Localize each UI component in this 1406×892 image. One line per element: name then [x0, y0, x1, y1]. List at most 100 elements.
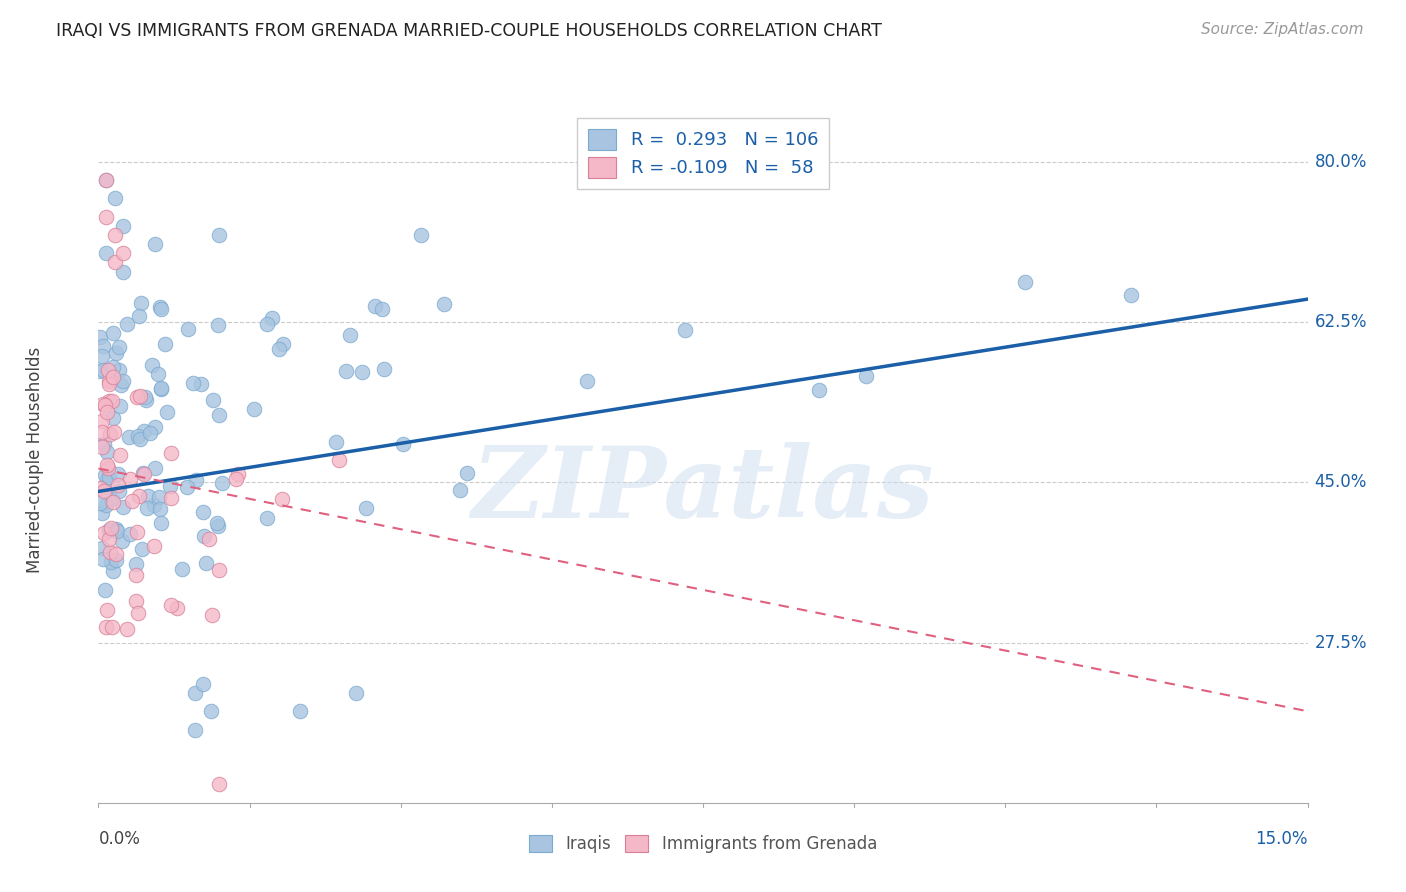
Point	[166, 600, 188, 615]
Point	[193, 529, 215, 543]
Point	[96, 405, 118, 419]
Point	[94, 583, 117, 598]
Point	[149, 501, 172, 516]
Point	[93, 525, 115, 540]
Point	[208, 227, 231, 242]
Point	[129, 296, 152, 310]
Text: 15.0%: 15.0%	[1256, 830, 1308, 847]
Point	[101, 620, 124, 634]
Text: 62.5%: 62.5%	[1315, 313, 1367, 331]
Point	[91, 541, 114, 555]
Point	[808, 383, 831, 397]
Point	[356, 500, 378, 515]
Point	[273, 337, 295, 351]
Point	[117, 622, 139, 636]
Point	[127, 525, 149, 540]
Point	[208, 409, 231, 423]
Point	[673, 323, 696, 337]
Point	[125, 557, 148, 571]
Text: IRAQI VS IMMIGRANTS FROM GRENADA MARRIED-COUPLE HOUSEHOLDS CORRELATION CHART: IRAQI VS IMMIGRANTS FROM GRENADA MARRIED…	[56, 22, 882, 40]
Point	[262, 310, 284, 325]
Point	[110, 377, 132, 392]
Point	[94, 467, 117, 482]
Point	[93, 483, 115, 498]
Point	[105, 552, 128, 566]
Point	[149, 300, 172, 314]
Point	[127, 606, 149, 620]
Point	[91, 441, 114, 455]
Point	[142, 498, 165, 512]
Point	[433, 297, 456, 311]
Point	[104, 547, 127, 561]
Point	[110, 449, 132, 463]
Point	[105, 522, 128, 536]
Point	[111, 246, 134, 260]
Point	[143, 460, 166, 475]
Point	[228, 467, 250, 481]
Point	[256, 317, 278, 331]
Point	[103, 191, 125, 205]
Point	[96, 210, 118, 224]
Point	[125, 593, 148, 607]
Point	[855, 368, 877, 383]
Point	[108, 484, 131, 499]
Point	[112, 500, 135, 515]
Point	[134, 467, 156, 481]
Point	[148, 491, 170, 505]
Point	[363, 299, 385, 313]
Point	[107, 478, 129, 492]
Point	[176, 479, 198, 493]
Text: Married-couple Households: Married-couple Households	[27, 346, 44, 573]
Point	[125, 390, 148, 404]
Point	[208, 563, 231, 577]
Point	[211, 475, 233, 490]
Point	[101, 393, 124, 408]
Point	[125, 567, 148, 582]
Point	[172, 562, 194, 576]
Point	[150, 382, 173, 396]
Point	[100, 521, 122, 535]
Point	[373, 362, 395, 376]
Point	[87, 364, 110, 378]
Point	[391, 437, 413, 451]
Point	[288, 704, 311, 718]
Point	[271, 492, 294, 507]
Point	[456, 466, 478, 480]
Point	[96, 620, 118, 634]
Point	[159, 491, 181, 505]
Point	[96, 458, 118, 472]
Point	[1121, 287, 1143, 301]
Point	[91, 339, 114, 353]
Point	[193, 505, 215, 519]
Point	[344, 686, 367, 700]
Point	[97, 461, 120, 475]
Point	[449, 483, 471, 498]
Point	[111, 533, 134, 548]
Point	[156, 404, 179, 418]
Point	[202, 393, 225, 408]
Point	[89, 330, 111, 344]
Point	[96, 173, 118, 187]
Point	[409, 227, 432, 242]
Point	[325, 434, 347, 449]
Point	[93, 437, 115, 451]
Point	[193, 677, 215, 691]
Point	[107, 340, 129, 354]
Point	[190, 377, 212, 392]
Point	[96, 246, 118, 260]
Point	[150, 302, 173, 317]
Text: ZIPatlas: ZIPatlas	[472, 442, 934, 539]
Point	[335, 364, 357, 378]
Text: 0.0%: 0.0%	[98, 830, 141, 847]
Point	[159, 479, 181, 493]
Point	[132, 425, 155, 439]
Point	[194, 556, 217, 570]
Point	[98, 376, 121, 391]
Point	[91, 425, 114, 439]
Point	[97, 363, 120, 377]
Point	[118, 430, 141, 444]
Point	[184, 723, 207, 737]
Point	[131, 542, 153, 557]
Point	[205, 516, 228, 531]
Point	[100, 545, 122, 559]
